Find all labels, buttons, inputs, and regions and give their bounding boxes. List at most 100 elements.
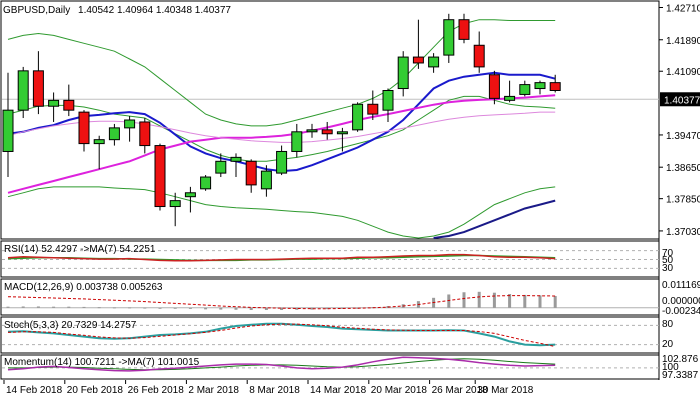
rsi-line bbox=[7, 253, 556, 262]
bull-candle bbox=[215, 160, 227, 174]
price-tick-label: 1.39470 bbox=[666, 131, 700, 142]
bull-candle bbox=[382, 90, 394, 111]
bull-candle bbox=[48, 99, 60, 107]
bull-candle bbox=[291, 131, 303, 152]
macd-histogram-bar bbox=[356, 307, 360, 309]
macd-signal-line bbox=[7, 295, 556, 310]
date-tick-label: 26 Mar 2018 bbox=[432, 385, 489, 396]
bull-candle bbox=[397, 56, 409, 90]
price-tick-label: 1.41090 bbox=[666, 67, 700, 78]
rsi-level-30: 30 bbox=[662, 263, 674, 274]
macd-histogram-bar bbox=[462, 292, 466, 308]
price-tick-label: 1.38650 bbox=[666, 163, 700, 174]
bull-candle bbox=[443, 19, 455, 56]
macd-tick-max: 0.011169 bbox=[662, 280, 700, 291]
bull-candle bbox=[519, 84, 531, 95]
bear-candle bbox=[139, 121, 151, 147]
bear-candle bbox=[458, 19, 470, 40]
candlesticks bbox=[2, 13, 561, 227]
macd-histogram-bar bbox=[204, 307, 208, 310]
bull-candle bbox=[2, 109, 14, 152]
macd-histogram-bar bbox=[173, 307, 177, 309]
bear-candle bbox=[63, 99, 75, 111]
current-price-label: 1.40377 bbox=[664, 95, 700, 106]
macd-histogram-bar bbox=[523, 294, 527, 308]
momentum-line bbox=[7, 356, 556, 372]
stoch-level-80: 80 bbox=[662, 319, 674, 330]
rsi-level-70: 70 bbox=[662, 248, 674, 259]
current-price-box bbox=[660, 92, 700, 107]
date-tick-label: 20 Mar 2018 bbox=[371, 385, 428, 396]
oscillator-panels bbox=[2, 250, 659, 372]
macd-histogram-bar bbox=[310, 307, 314, 310]
momentum-ma-line bbox=[8, 358, 556, 371]
macd-histogram-bar bbox=[492, 292, 496, 308]
bull-candle bbox=[108, 127, 120, 141]
rsi-label: RSI(14) 52.4297 ->MA(7) 54.2251 bbox=[4, 244, 156, 255]
symbol-label: GBPUSD,Daily 1.40542 1.40964 1.40348 1.4… bbox=[3, 5, 231, 16]
sma-slow-line bbox=[7, 111, 556, 143]
date-tick-label: 30 Mar 2018 bbox=[477, 385, 534, 396]
macd-histogram-bar bbox=[447, 294, 451, 308]
bull-candle bbox=[93, 139, 105, 145]
bull-candle bbox=[504, 95, 516, 101]
macd-histogram-bar bbox=[158, 307, 162, 309]
date-tick-label: 14 Feb 2018 bbox=[6, 385, 63, 396]
symbol-header: GBPUSD,Daily bbox=[3, 5, 70, 16]
momentum-tick-min: 97.3387 bbox=[662, 370, 699, 381]
bear-candle bbox=[549, 82, 561, 91]
macd-histogram-bar bbox=[143, 307, 147, 309]
price-tick-label: 1.37030 bbox=[666, 227, 700, 238]
bear-candle bbox=[245, 160, 257, 186]
price-tick-label: 1.37850 bbox=[666, 195, 700, 206]
bear-candle bbox=[154, 145, 166, 208]
macd-histogram-bar bbox=[508, 294, 512, 308]
stoch-level-20: 20 bbox=[662, 339, 674, 350]
macd-histogram-bar bbox=[52, 306, 56, 308]
bull-candle bbox=[184, 192, 196, 198]
macd-histogram-bar bbox=[249, 307, 253, 311]
price-tick-label: 1.41890 bbox=[666, 36, 700, 47]
bull-candle bbox=[306, 129, 318, 133]
bull-candle bbox=[428, 56, 440, 68]
date-tick-label: 8 Mar 2018 bbox=[249, 385, 300, 396]
macd-histogram-bar bbox=[67, 306, 71, 308]
macd-histogram-bar bbox=[538, 295, 542, 308]
momentum-label: Momentum(14) 100.7211 ->MA(7) 101.0015 bbox=[4, 357, 200, 368]
macd-histogram-bar bbox=[188, 307, 192, 309]
date-tick-label: 20 Feb 2018 bbox=[67, 385, 124, 396]
macd-histogram-bar bbox=[112, 307, 116, 309]
bull-candle bbox=[352, 103, 364, 131]
rsi-level-50: 50 bbox=[662, 255, 674, 266]
momentum-tick-max: 102.876 bbox=[662, 354, 699, 365]
bull-candle bbox=[124, 119, 136, 129]
bear-candle bbox=[32, 70, 44, 107]
indicator-overlays bbox=[7, 19, 556, 239]
price-axis: 1.42710 1.41890 1.41090 1.39470 1.38650 1.378… bbox=[659, 4, 700, 238]
ema-slow-line bbox=[433, 199, 556, 239]
bull-candle bbox=[17, 70, 29, 111]
date-tick-label: 26 Feb 2018 bbox=[128, 385, 185, 396]
macd-histogram-bar bbox=[553, 296, 557, 308]
bear-candle bbox=[321, 129, 333, 135]
macd-histogram-bar bbox=[21, 306, 25, 308]
macd-histogram-bar bbox=[82, 306, 86, 308]
macd-histogram-bar bbox=[325, 307, 329, 310]
date-axis: 14 Feb 2018 20 Feb 2018 26 Feb 2018 2 Mar 2… bbox=[3, 380, 534, 396]
stoch-d-line bbox=[7, 323, 556, 347]
macd-histogram-bar bbox=[264, 307, 268, 311]
bear-candle bbox=[367, 103, 379, 115]
macd-histogram-bar bbox=[280, 307, 284, 311]
macd-histogram-bar bbox=[128, 307, 132, 309]
bear-candle bbox=[488, 74, 500, 99]
bollinger-lower-line bbox=[7, 186, 556, 239]
bear-candle bbox=[78, 111, 90, 145]
bull-candle bbox=[336, 131, 348, 135]
bull-candle bbox=[230, 156, 242, 162]
macd-histogram-bar bbox=[340, 307, 344, 309]
bull-candle bbox=[534, 82, 546, 90]
macd-histogram-bar bbox=[477, 291, 481, 308]
macd-histogram-bar bbox=[97, 307, 101, 309]
macd-histogram-bar bbox=[6, 306, 10, 308]
